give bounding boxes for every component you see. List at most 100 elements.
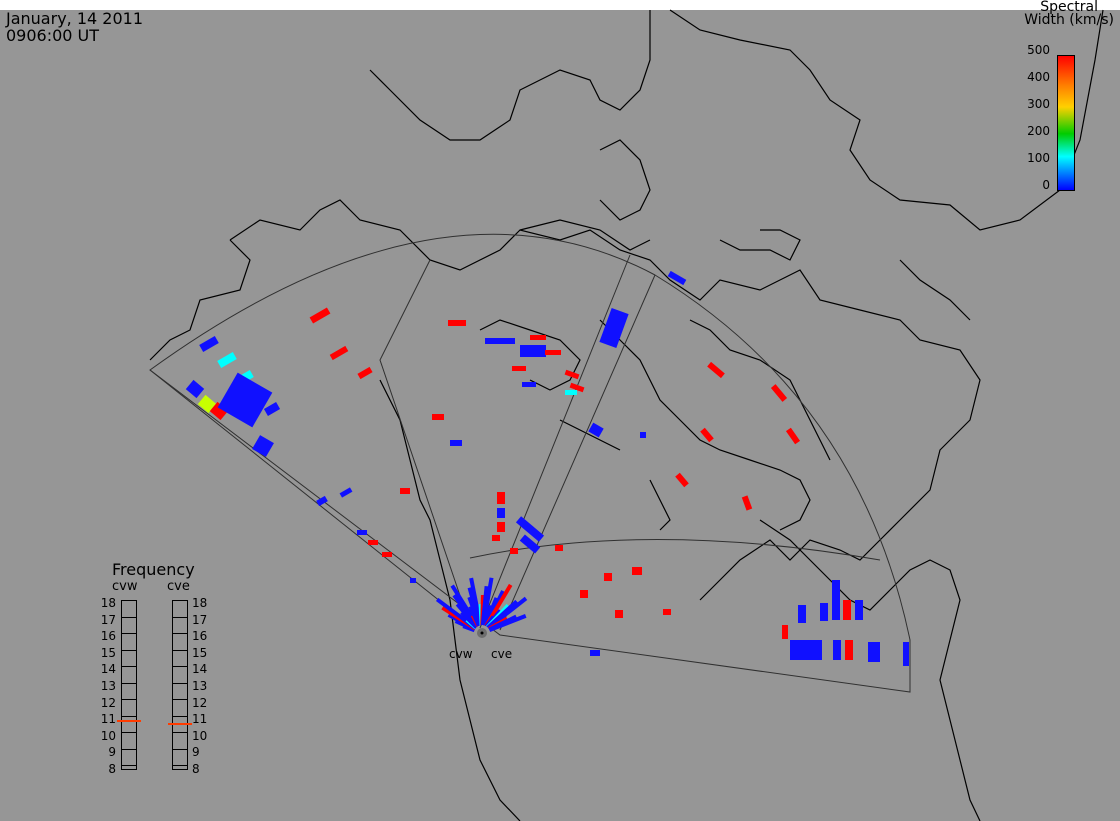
frequency-tick-label: 9 (108, 745, 116, 760)
echo-cell (522, 382, 536, 387)
echo-cell (492, 535, 500, 541)
site-label-cve: cve (491, 647, 513, 661)
colorbar-title-line2: Width (km/s) (1024, 12, 1114, 28)
frequency-tick-label: 14 (100, 662, 116, 677)
frequency-tick-label: 8 (108, 762, 116, 776)
frequency-tick-label: 16 (100, 629, 116, 644)
echo-cell (197, 394, 217, 414)
echo-cell (545, 350, 561, 355)
frequency-tick-label: 10 (100, 728, 116, 743)
echo-cell (640, 432, 646, 438)
echo-cell (512, 366, 526, 371)
echo-cell (515, 516, 545, 542)
echo-cell (209, 401, 229, 421)
frequency-title: Frequency (112, 560, 195, 579)
echo-cell (798, 605, 806, 623)
echo-cell (615, 610, 623, 618)
frequency-tick-label: 9 (192, 745, 200, 760)
frequency-tick-label: 10 (192, 728, 208, 743)
echo-cell (510, 548, 518, 554)
echo-cell (520, 345, 546, 357)
echo-cell (410, 578, 416, 583)
frequency-tick-label: 13 (100, 679, 116, 693)
colorbar-tick-500: 500 (1027, 43, 1050, 57)
frequency-tick-label: 8 (192, 762, 200, 776)
frequency-radar-cvw: cvw (112, 579, 138, 594)
echo-cell (199, 336, 219, 352)
colorbar-tick-400: 400 (1027, 70, 1050, 84)
echo-cell (185, 379, 205, 399)
echo-cell (855, 600, 863, 620)
echo-cell (700, 427, 714, 443)
echo-cell (497, 522, 505, 532)
radar-echoes (185, 270, 909, 666)
echo-cell (497, 492, 505, 504)
frequency-tick-label: 15 (192, 645, 208, 660)
echo-cell (329, 345, 349, 361)
frequency-tick-label: 12 (100, 695, 116, 710)
colorbar-title-line1: Spectral (1040, 0, 1098, 15)
echo-cell (588, 422, 604, 438)
echo-cell (252, 435, 274, 457)
echo-cell (820, 603, 828, 621)
echo-cell (790, 640, 822, 660)
echo-cell (632, 567, 642, 575)
echo-cell (599, 308, 629, 348)
echo-cell (833, 640, 841, 660)
echo-cell (845, 640, 853, 660)
echo-cell (400, 488, 410, 494)
frequency-tick-label: 18 (100, 596, 116, 610)
echo-cell (707, 361, 725, 379)
frequency-tick-label: 15 (100, 645, 116, 660)
echo-cell (357, 530, 367, 535)
frequency-tick-label: 11 (192, 712, 208, 727)
echo-cell (675, 472, 689, 488)
near-range-echo (488, 613, 527, 632)
date-label: January, 14 2011 (6, 9, 143, 28)
echo-cell (667, 270, 687, 286)
frequency-scale-cve (172, 600, 188, 770)
colorbar (1057, 55, 1075, 191)
echo-cell (530, 335, 546, 340)
echo-cell (485, 338, 515, 344)
echo-cell (519, 534, 541, 554)
frequency-scale-cvw (121, 600, 137, 770)
echo-cell (663, 609, 671, 615)
radar-site-dot (480, 631, 484, 635)
frequency-tick-label: 18 (192, 596, 208, 610)
echo-cell (316, 495, 328, 507)
echo-cell (564, 369, 580, 380)
echo-cell (580, 590, 588, 598)
radar-fov-outline (149, 233, 911, 693)
echo-cell (569, 382, 585, 393)
frequency-tick-label: 17 (100, 612, 116, 627)
colorbar-tick-300: 300 (1027, 97, 1050, 111)
echo-cell (309, 307, 331, 324)
echo-cell (832, 580, 840, 620)
time-label: 0906:00 UT (6, 26, 100, 45)
echo-cell (357, 366, 373, 380)
echo-cell (263, 402, 281, 416)
frequency-tick-label: 13 (192, 679, 208, 693)
echo-cell (868, 642, 880, 662)
echo-cell (368, 540, 378, 545)
echo-cell (770, 384, 788, 402)
coastlines (149, 9, 1104, 821)
echo-cell (339, 487, 353, 498)
echo-cell (217, 352, 237, 368)
frequency-tick-label: 16 (192, 629, 208, 644)
frequency-radar-cve: cve (167, 579, 190, 594)
echo-cell (450, 440, 462, 446)
frequency-tick-label: 11 (100, 712, 116, 727)
echo-cell (903, 642, 909, 666)
echo-cell (382, 552, 392, 557)
frequency-marker-cvw (117, 719, 141, 722)
echo-cell (497, 508, 505, 518)
echo-cell (782, 625, 788, 639)
echo-cell (785, 427, 801, 445)
site-label-cvw: cvw (449, 647, 473, 661)
echo-cell (604, 573, 612, 581)
colorbar-tick-0: 0 (1042, 178, 1050, 192)
